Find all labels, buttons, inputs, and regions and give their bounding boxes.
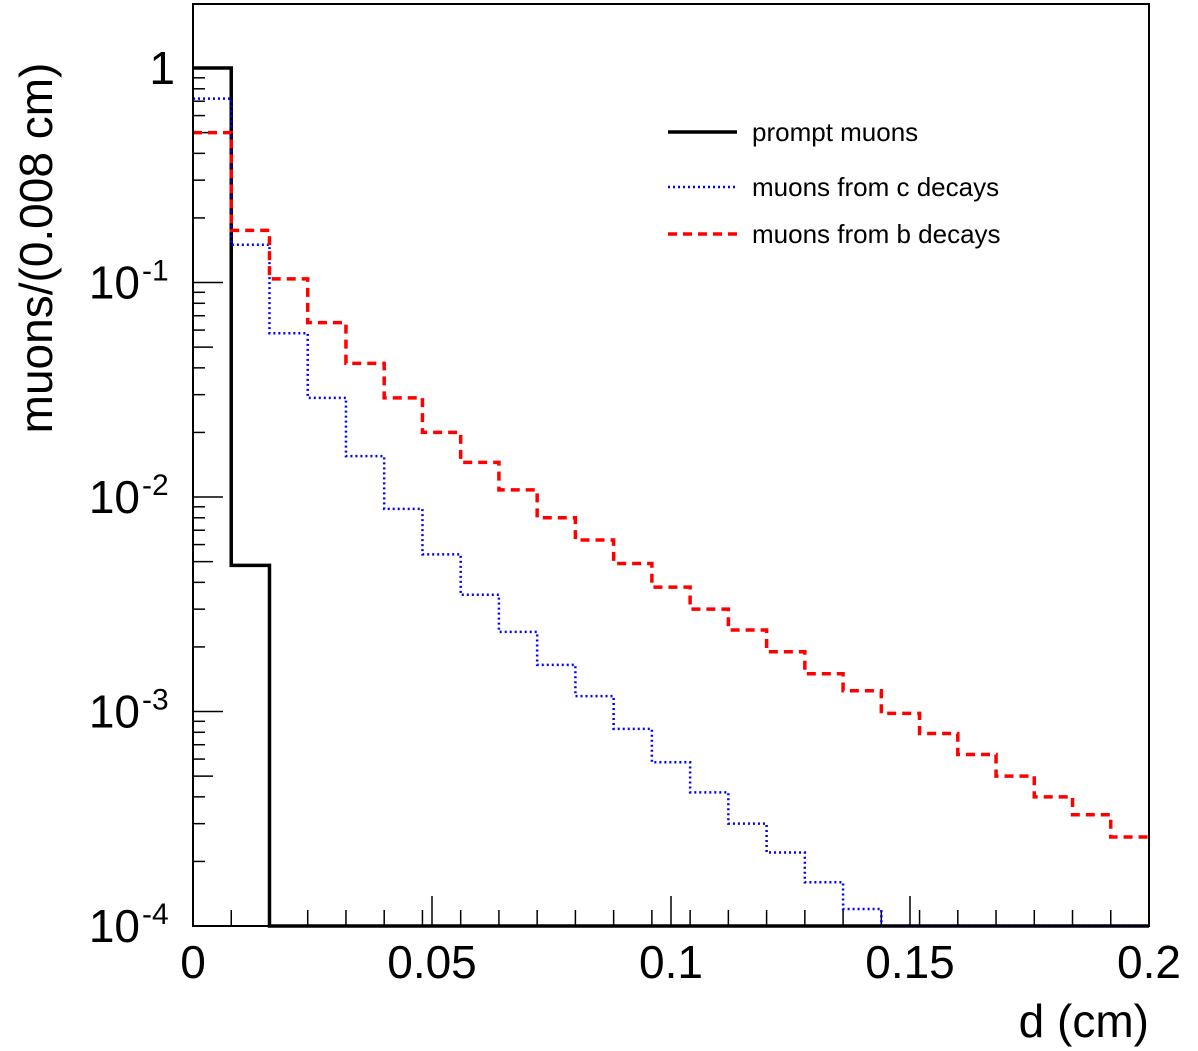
series-line — [193, 97, 1149, 928]
y-tick-label: 10 — [89, 471, 140, 523]
legend-label: muons from b decays — [752, 219, 1001, 249]
y-tick-base: 10 — [89, 471, 140, 523]
series-line — [193, 130, 1149, 839]
x-tick-label: 0.05 — [387, 936, 477, 988]
legend-entry: muons from b decays — [668, 219, 1001, 249]
y-tick-label: 10 — [89, 686, 140, 738]
y-tick-label: 10 — [89, 257, 140, 309]
series-2 — [193, 130, 1149, 839]
y-tick-base: 10 — [89, 686, 140, 738]
legend-label: prompt muons — [752, 117, 918, 147]
x-tick-label: 0.1 — [639, 936, 703, 988]
y-tick-exponent: -3 — [142, 684, 169, 717]
y-tick-base: 10 — [89, 257, 140, 309]
plot-frame — [192, 3, 1150, 927]
y-tick-base: 1 — [149, 42, 175, 94]
x-tick-label: 0 — [180, 936, 206, 988]
y-tick-exponent: -4 — [142, 898, 169, 931]
y-tick-label: 1 — [149, 42, 175, 94]
legend-entry: prompt muons — [668, 117, 918, 147]
legend-label: muons from c decays — [752, 172, 999, 202]
series-1 — [193, 97, 1149, 928]
x-axis-label: d (cm) — [1019, 995, 1149, 1047]
y-tick-base: 10 — [89, 900, 140, 952]
y-axis-label: muons/(0.008 cm) — [10, 63, 62, 434]
x-tick-label: 0.2 — [1117, 936, 1181, 988]
ticks-layer — [192, 67, 1150, 927]
y-tick-label: 10 — [89, 900, 140, 952]
legend-entry: muons from c decays — [668, 172, 999, 202]
y-tick-exponent: -1 — [142, 255, 169, 288]
legend: prompt muons muons from c decays muons fro… — [668, 117, 1001, 249]
x-tick-label: 0.15 — [865, 936, 955, 988]
series-layer — [193, 66, 1149, 928]
series-line — [193, 66, 1149, 928]
series-0 — [193, 66, 1149, 928]
y-tick-exponent: -2 — [142, 469, 169, 502]
